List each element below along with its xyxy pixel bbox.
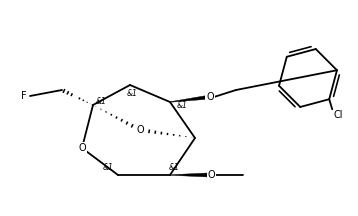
Text: &1: &1 [176,100,188,110]
Text: Cl: Cl [333,110,343,120]
Text: F: F [21,91,27,101]
Polygon shape [170,173,208,177]
Polygon shape [170,95,210,102]
Text: O: O [136,125,144,135]
Text: O: O [208,170,216,180]
Text: &1: &1 [96,97,106,106]
Text: O: O [78,143,86,153]
Text: &1: &1 [102,162,113,172]
Text: &1: &1 [169,162,179,172]
Text: O: O [206,92,214,102]
Text: &1: &1 [127,89,137,97]
